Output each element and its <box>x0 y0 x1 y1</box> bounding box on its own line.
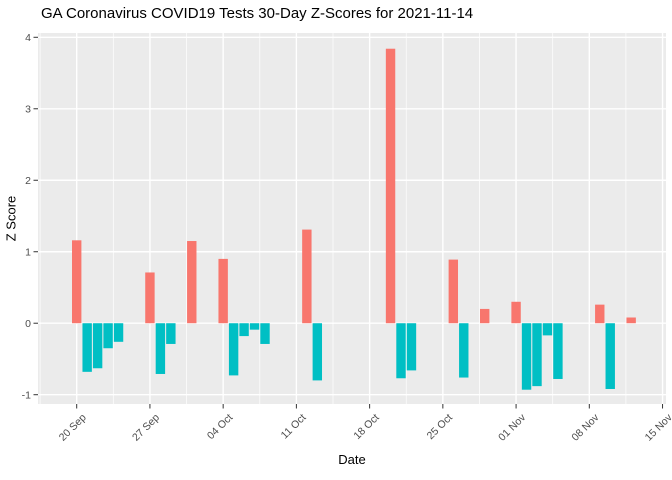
x-tick-label: 04 Oct <box>205 412 235 442</box>
x-tick-label: 11 Oct <box>279 412 309 442</box>
y-tick-label: 2 <box>25 175 31 187</box>
bar-2021-11-04 <box>542 323 553 336</box>
panel-background <box>38 33 666 404</box>
y-tick-label: 0 <box>25 318 31 330</box>
bar-2021-10-29 <box>479 308 490 324</box>
bar-2021-11-05 <box>553 323 563 379</box>
bar-2021-09-27 <box>145 272 155 324</box>
bar-2021-10-05 <box>228 323 239 376</box>
bar-2021-11-10 <box>605 323 615 389</box>
chart-title: GA Coronavirus COVID19 Tests 30-Day Z-Sc… <box>41 5 474 22</box>
bar-2021-09-20 <box>72 240 82 324</box>
bar-2021-10-01 <box>187 241 197 324</box>
bar-2021-10-22 <box>406 323 417 371</box>
x-tick-label: 01 Nov <box>496 411 529 444</box>
bar-2021-09-24 <box>113 323 124 342</box>
bar-2021-10-13 <box>312 323 323 381</box>
bar-2021-10-27 <box>459 323 469 378</box>
bar-2021-09-21 <box>82 323 92 372</box>
bar-2021-10-12 <box>302 229 312 324</box>
bar-2021-10-26 <box>448 259 459 324</box>
x-tick-label: 18 Oct <box>351 412 381 442</box>
bar-2021-10-06 <box>239 323 249 337</box>
y-tick-label: -1 <box>22 389 31 401</box>
bar-2021-11-02 <box>521 323 532 390</box>
bar-2021-10-04 <box>218 258 228 324</box>
bar-2021-09-23 <box>103 323 113 349</box>
x-tick-label: 08 Nov <box>569 411 602 444</box>
y-tick-label: 3 <box>25 103 31 115</box>
bar-2021-11-09 <box>595 304 605 324</box>
x-tick-label: 25 Oct <box>425 412 455 442</box>
x-tick-label: 27 Sep <box>130 412 162 444</box>
bar-2021-09-29 <box>166 323 176 344</box>
bar-2021-10-21 <box>396 323 406 379</box>
x-axis-title: Date <box>338 452 366 467</box>
bar-2021-10-20 <box>385 48 396 324</box>
bar-2021-09-22 <box>92 323 103 369</box>
bar-2021-11-12 <box>626 317 636 324</box>
bar-2021-10-07 <box>249 323 260 330</box>
x-tick-label: 20 Sep <box>57 412 89 444</box>
y-tick-label: 1 <box>25 246 31 258</box>
bar-2021-11-03 <box>532 323 542 387</box>
bar-2021-10-08 <box>260 323 270 344</box>
y-axis-title-text: Z Score <box>3 195 19 242</box>
x-tick-label: 15 Nov <box>643 411 672 444</box>
y-axis-title: Z Score <box>2 33 20 404</box>
y-tick-label: 4 <box>25 32 31 44</box>
bar-2021-09-28 <box>155 323 166 374</box>
bar-2021-11-01 <box>511 301 521 324</box>
